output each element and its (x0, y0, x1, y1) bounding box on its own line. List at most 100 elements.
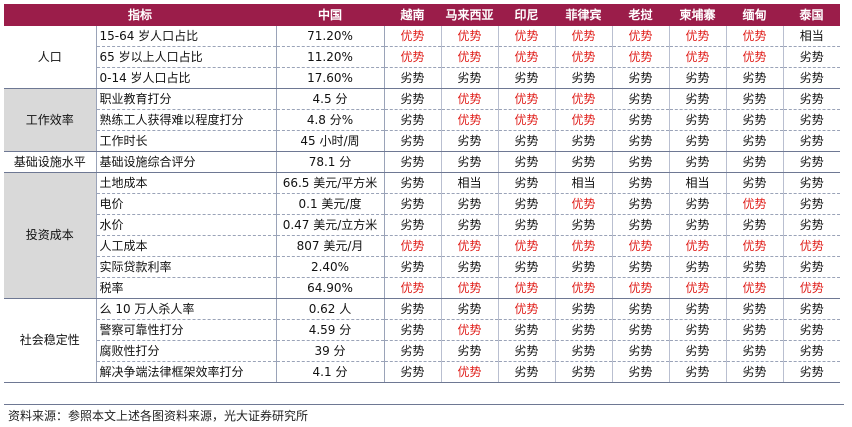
rating-cell: 劣势 (384, 361, 442, 383)
comparison-table: 指标 中国 越南 马来西亚 印尼 菲律宾 老挝 柬埔寨 缅甸 泰国 人口 15-6… (4, 4, 840, 383)
header-row: 指标 中国 越南 马来西亚 印尼 菲律宾 老挝 柬埔寨 缅甸 泰国 (4, 4, 840, 26)
rating-cell: 劣势 (669, 109, 727, 131)
indicator-cell: 职业教育打分 (96, 88, 277, 110)
rating-cell: 劣势 (726, 340, 784, 362)
category-cell: 社会稳定性 (4, 298, 97, 383)
rating-cell: 劣势 (726, 88, 784, 110)
rating-cell: 优势 (555, 235, 613, 257)
rating-cell: 劣势 (612, 130, 670, 152)
rating-cell: 劣势 (783, 151, 840, 173)
rating-cell: 劣势 (783, 193, 840, 215)
rating-cell: 劣势 (669, 361, 727, 383)
china-value-cell: 39 分 (276, 340, 385, 362)
rating-cell: 劣势 (384, 151, 442, 173)
rating-cell: 优势 (498, 46, 556, 68)
rating-cell: 劣势 (612, 361, 670, 383)
rating-cell: 劣势 (612, 193, 670, 215)
indicator-cell: 65 岁以上人口占比 (96, 46, 277, 68)
rating-cell: 劣势 (726, 214, 784, 236)
rating-cell: 优势 (441, 277, 499, 299)
rating-cell: 劣势 (441, 256, 499, 278)
rating-cell: 劣势 (612, 340, 670, 362)
rating-cell: 劣势 (669, 256, 727, 278)
rating-cell: 劣势 (783, 46, 840, 68)
table-row: 税率 64.90% 优势 优势 优势 优势 优势 优势 优势 优势 (4, 277, 840, 299)
rating-cell: 劣势 (669, 67, 727, 89)
rating-cell: 劣势 (612, 67, 670, 89)
table-row: 65 岁以上人口占比 11.20% 优势 优势 优势 优势 优势 优势 优势 劣势 (4, 46, 840, 68)
rating-cell: 劣势 (783, 361, 840, 383)
china-value-cell: 45 小时/周 (276, 130, 385, 152)
rating-cell: 劣势 (726, 319, 784, 341)
rating-cell: 优势 (498, 235, 556, 257)
rating-cell: 劣势 (555, 256, 613, 278)
indicator-cell: 税率 (96, 277, 277, 299)
rating-cell: 优势 (441, 319, 499, 341)
indicator-cell: 人工成本 (96, 235, 277, 257)
indicator-cell: 么 10 万人杀人率 (96, 298, 277, 320)
rating-cell: 劣势 (498, 319, 556, 341)
rating-cell: 劣势 (555, 130, 613, 152)
rating-cell: 劣势 (555, 340, 613, 362)
indicator-cell: 工作时长 (96, 130, 277, 152)
rating-cell: 劣势 (612, 298, 670, 320)
table-row: 熟练工人获得难以程度打分 4.8 分% 劣势 优势 优势 优势 劣势 劣势 劣势 劣势 (4, 109, 840, 131)
rating-cell: 劣势 (441, 193, 499, 215)
indicator-cell: 0-14 岁人口占比 (96, 67, 277, 89)
rating-cell: 劣势 (498, 151, 556, 173)
rating-cell: 劣势 (441, 298, 499, 320)
rating-cell: 劣势 (384, 193, 442, 215)
rating-cell: 劣势 (555, 361, 613, 383)
rating-cell: 优势 (555, 193, 613, 215)
china-value-cell: 0.62 人 (276, 298, 385, 320)
rating-cell: 劣势 (669, 88, 727, 110)
china-value-cell: 4.8 分% (276, 109, 385, 131)
indicator-cell: 解决争端法律框架效率打分 (96, 361, 277, 383)
table-body: 人口 15-64 岁人口占比 71.20% 优势 优势 优势 优势 优势 优势 优势 相当 65 岁以… (4, 26, 840, 383)
rating-cell: 优势 (612, 46, 670, 68)
rating-cell: 优势 (669, 277, 727, 299)
table-row: 人口 15-64 岁人口占比 71.20% 优势 优势 优势 优势 优势 优势 优势 相当 (4, 26, 840, 89)
category-cell: 投资成本 (4, 172, 97, 299)
rating-cell: 劣势 (783, 298, 840, 320)
rating-cell: 劣势 (384, 172, 442, 194)
rating-cell: 优势 (612, 277, 670, 299)
rating-cell: 劣势 (498, 256, 556, 278)
rating-cell: 劣势 (726, 298, 784, 320)
china-value-cell: 807 美元/月 (276, 235, 385, 257)
rating-cell: 劣势 (783, 214, 840, 236)
header-country: 印尼 (498, 4, 555, 26)
table-row: 腐败性打分 39 分劣势 劣势 劣势 劣势 劣势 劣势 劣势 劣势 (4, 340, 840, 362)
rating-cell: 优势 (384, 235, 442, 257)
rating-cell: 优势 (555, 46, 613, 68)
rating-cell: 劣势 (612, 172, 670, 194)
china-value-cell: 64.90% (276, 277, 385, 299)
rating-cell: 优势 (726, 46, 784, 68)
rating-cell: 劣势 (612, 88, 670, 110)
indicator-cell: 土地成本 (96, 172, 277, 194)
rating-cell: 劣势 (498, 130, 556, 152)
rating-cell: 相当 (555, 172, 613, 194)
rating-cell: 优势 (441, 235, 499, 257)
rating-cell: 优势 (612, 235, 670, 257)
comparison-table-wrapper: 指标 中国 越南 马来西亚 印尼 菲律宾 老挝 柬埔寨 缅甸 泰国 人口 15-6… (4, 4, 840, 383)
category-cell: 工作效率 (4, 88, 97, 152)
header-country: 菲律宾 (555, 4, 612, 26)
source-note: 资料来源：参照本文上述各图资料来源，光大证券研究所 (8, 409, 309, 423)
rating-cell: 劣势 (498, 193, 556, 215)
indicator-cell: 基础设施综合评分 (96, 151, 277, 173)
table-row: 工作效率 职业教育打分 4.5 分劣势 优势 优势 优势 劣势 劣势 劣势 劣势 (4, 88, 840, 152)
rating-cell: 劣势 (669, 214, 727, 236)
rating-cell: 劣势 (612, 109, 670, 131)
table-row: 水价 0.47 美元/立方米 劣势 劣势 劣势 劣势 劣势 劣势 劣势 劣势 (4, 214, 840, 236)
rating-cell: 劣势 (726, 109, 784, 131)
indicator-cell: 腐败性打分 (96, 340, 277, 362)
rating-cell: 优势 (384, 277, 442, 299)
china-value-cell: 4.1 分 (276, 361, 385, 383)
rating-cell: 劣势 (498, 361, 556, 383)
table-row: 基础设施水平 基础设施综合评分 78.1 分劣势 劣势 劣势 劣势 劣势 劣势 劣势 劣势 (4, 151, 840, 173)
indicator-cell: 警察可靠性打分 (96, 319, 277, 341)
rating-cell: 劣势 (669, 193, 727, 215)
rating-cell: 劣势 (726, 151, 784, 173)
rating-cell: 劣势 (669, 319, 727, 341)
